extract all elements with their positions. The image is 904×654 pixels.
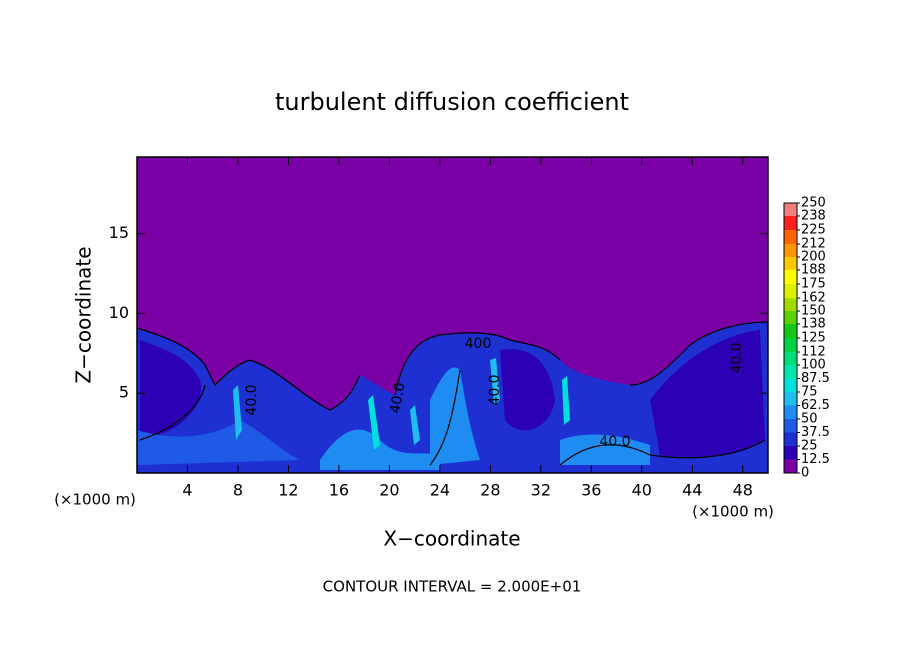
contour-label: 40.0: [599, 434, 630, 450]
x-tick-label: 32: [531, 481, 551, 500]
plot-frame: [136, 156, 769, 474]
colorbar-band: [784, 338, 797, 353]
contour-field: [136, 157, 769, 473]
colorbar-band: [784, 365, 797, 379]
colorbar-band: [784, 311, 797, 324]
contour-label: 40.0: [729, 342, 745, 373]
colorbar-label: 212: [801, 237, 826, 252]
colorbar-label: 75: [801, 385, 818, 400]
colorbar-label: 37.5: [801, 425, 830, 440]
x-tick-label: 48: [733, 481, 753, 500]
colorbar-band: [784, 419, 797, 433]
x-axis-label: X−coordinate: [383, 527, 520, 551]
contour-label: 40.0: [244, 384, 260, 415]
x-tick-label: 12: [278, 481, 298, 500]
contour-label: 40.0: [387, 381, 408, 414]
colorbar-label: 138: [801, 316, 826, 331]
colorbar-band: [784, 215, 797, 230]
x-tick-label: 4: [182, 481, 192, 500]
chart-title: turbulent diffusion coefficient: [275, 88, 629, 116]
colorbar-band: [784, 459, 797, 473]
y-tick-label: 5: [119, 383, 129, 402]
y-axis-label: Z−coordinate: [72, 246, 96, 383]
footer: CONTOUR INTERVAL = 2.000E+01: [323, 578, 582, 596]
colorbar-label: 175: [801, 277, 826, 292]
colorbar-label: 87.5: [801, 371, 830, 386]
colorbar-band: [784, 432, 797, 446]
colorbar-band: [784, 352, 797, 365]
colorbar-label: 238: [801, 208, 826, 223]
x-tick-label: 40: [632, 481, 652, 500]
colorbar-label: 112: [801, 345, 826, 360]
colorbar-label: 162: [801, 291, 826, 306]
colorbar-label: 62.5: [801, 398, 830, 413]
x-tick-label: 44: [682, 481, 702, 500]
colorbar-label: 200: [801, 250, 826, 265]
x-tick-label: 36: [581, 481, 601, 500]
colorbar-band: [784, 203, 797, 216]
colorbar-band: [784, 323, 797, 338]
x-tick-label: 8: [233, 481, 243, 500]
colorbar-band: [784, 378, 797, 392]
colorbar-band: [784, 269, 797, 284]
colorbar-label: 100: [801, 358, 826, 373]
colorbar-label: 250: [801, 196, 826, 211]
x-tick-label: 28: [480, 481, 500, 500]
y-tick-label: 10: [109, 303, 129, 322]
colorbar-label: 25: [801, 439, 818, 454]
colorbar-label: 150: [801, 304, 826, 319]
colorbar-label: 12.5: [801, 452, 830, 467]
x-tick-label: 20: [379, 481, 399, 500]
y-tick-label: 15: [109, 223, 129, 242]
colorbar-label: 225: [801, 223, 826, 238]
colorbar-label: 125: [801, 331, 826, 346]
x-tick-label: 16: [329, 481, 349, 500]
colorbar-label: 188: [801, 262, 826, 277]
colorbar-label: 0: [801, 466, 809, 481]
x-unit: (×1000 m): [692, 503, 774, 521]
colorbar-band: [784, 446, 797, 460]
colorbar-band: [784, 392, 797, 406]
colorbar-band: [784, 405, 797, 419]
colorbar-band: [784, 284, 797, 299]
colorbar-label: 50: [801, 412, 818, 427]
colorbar-band: [784, 298, 797, 311]
contour-label: 400: [465, 336, 492, 352]
contour-label: 40.0: [487, 374, 503, 405]
colorbar-band: [784, 230, 797, 245]
colorbar-band: [784, 257, 797, 270]
x-unit: (×1000 m): [54, 491, 136, 509]
x-tick-label: 24: [430, 481, 450, 500]
colorbar-band: [784, 244, 797, 257]
